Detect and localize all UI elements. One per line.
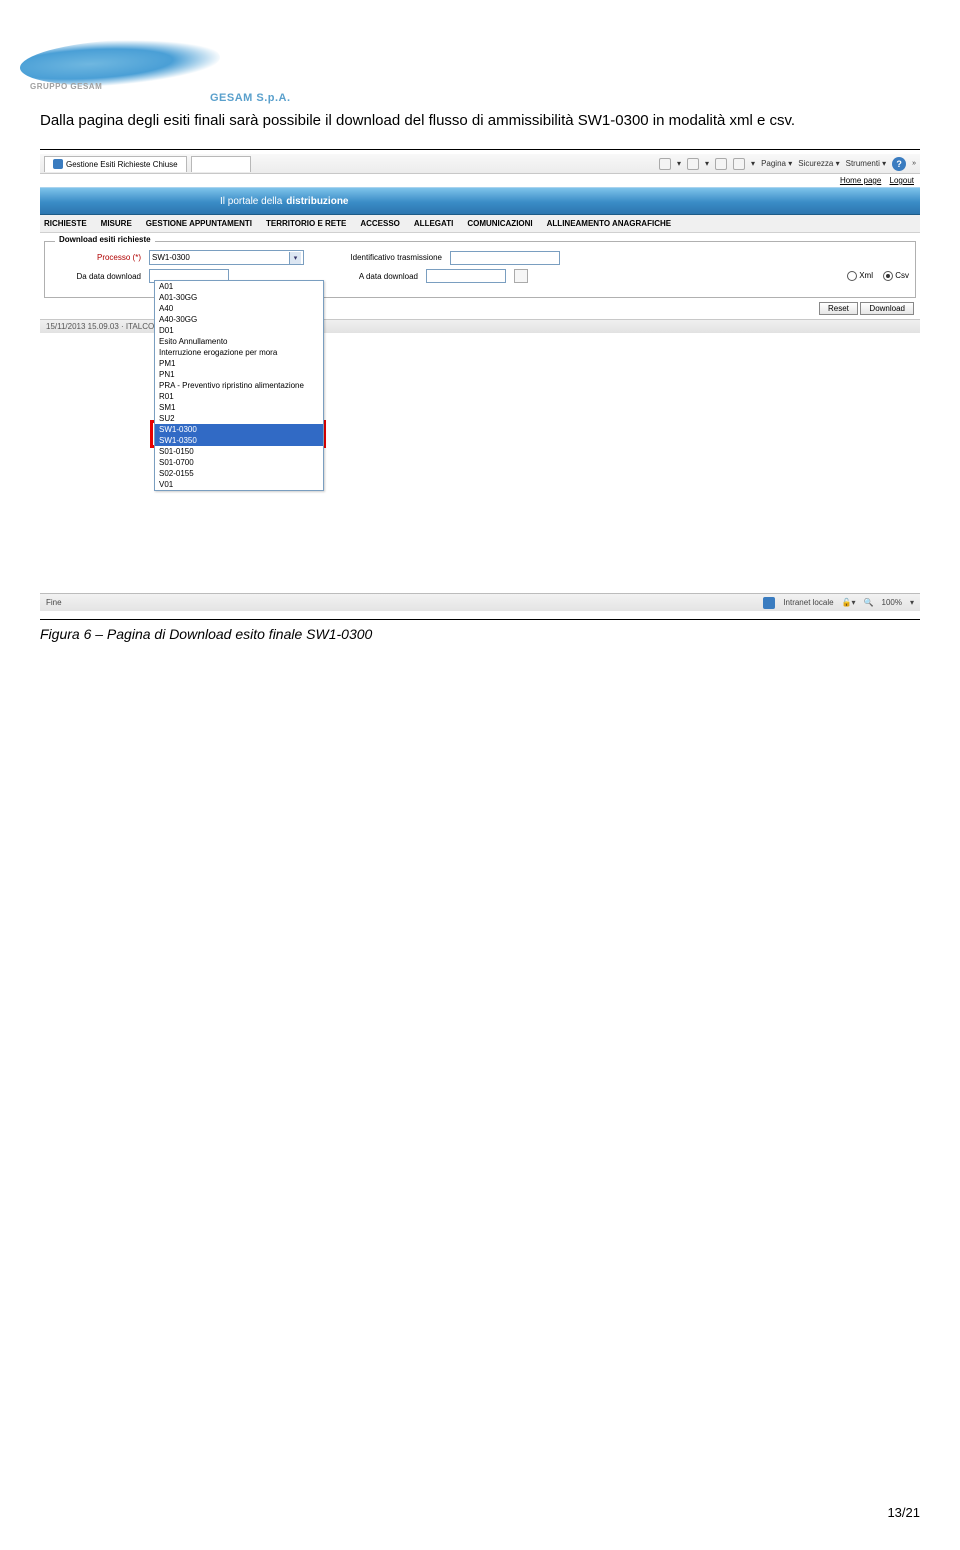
protected-mode-icon: 🔓▾ <box>842 598 856 607</box>
dropdown-option[interactable]: S01-0150 <box>155 446 323 457</box>
a-data-input[interactable] <box>426 269 506 283</box>
ie-command-bar: ▾ ▾ ▾ Pagina ▾ Sicurezza ▾ Strumenti ▾ ?… <box>659 157 916 171</box>
dropdown-caret: ▾ <box>705 159 709 168</box>
dropdown-option[interactable]: SM1 <box>155 402 323 413</box>
menu-item[interactable]: RICHIESTE <box>44 219 87 228</box>
processo-select[interactable]: SW1-0300 ▾ <box>149 250 304 265</box>
menu-item[interactable]: TERRITORIO E RETE <box>266 219 346 228</box>
chevron-right-icon: » <box>912 160 916 167</box>
help-icon[interactable]: ? <box>892 157 906 171</box>
menu-strumenti[interactable]: Strumenti ▾ <box>846 159 886 168</box>
dropdown-option[interactable]: A40 <box>155 303 323 314</box>
ie-status-bar: Fine Intranet locale 🔓▾ 🔍 100% ▾ <box>40 593 920 611</box>
menu-item[interactable]: ALLINEAMENTO ANAGRAFICHE <box>547 219 671 228</box>
dropdown-option[interactable]: SW1-0300 <box>155 424 323 435</box>
main-menu: RICHIESTE MISURE GESTIONE APPUNTAMENTI T… <box>40 215 920 233</box>
dropdown-option[interactable]: PN1 <box>155 369 323 380</box>
dropdown-option[interactable]: V01 <box>155 479 323 490</box>
radio-xml-label: Xml <box>859 271 873 280</box>
portal-banner: Il portale della distribuzione <box>40 187 920 215</box>
dropdown-option[interactable]: PM1 <box>155 358 323 369</box>
dropdown-caret: ▾ <box>751 159 755 168</box>
zone-icon <box>763 597 775 609</box>
favicon-icon <box>53 159 63 169</box>
select-value: SW1-0300 <box>152 253 190 262</box>
menu-item[interactable]: MISURE <box>101 219 132 228</box>
rule-top <box>40 149 920 150</box>
tab-title: Gestione Esiti Richieste Chiuse <box>66 160 178 169</box>
page-number: 13/21 <box>887 1505 920 1520</box>
dropdown-option[interactable]: SW1-0350 <box>155 435 323 446</box>
dropdown-caret: ▾ <box>677 159 681 168</box>
menu-item[interactable]: COMUNICAZIONI <box>467 219 532 228</box>
zoom-icon[interactable]: 🔍 <box>864 598 874 607</box>
label-processo: Processo (*) <box>51 253 141 262</box>
browser-tab[interactable]: Gestione Esiti Richieste Chiuse <box>44 156 187 172</box>
menu-sicurezza[interactable]: Sicurezza ▾ <box>798 159 839 168</box>
brand-label: GRUPPO GESAM <box>30 82 102 91</box>
banner-prefix: Il portale della <box>220 196 282 207</box>
dropdown-option[interactable]: A40-30GG <box>155 314 323 325</box>
menu-item[interactable]: ACCESSO <box>360 219 400 228</box>
dropdown-option[interactable]: Interruzione erogazione per mora <box>155 347 323 358</box>
menu-pagina[interactable]: Pagina ▾ <box>761 159 792 168</box>
id-trasm-input[interactable] <box>450 251 560 265</box>
chevron-down-icon: ▾ <box>289 252 301 264</box>
radio-xml[interactable] <box>847 271 857 281</box>
dropdown-option[interactable]: R01 <box>155 391 323 402</box>
dropdown-caret: ▾ <box>910 598 914 607</box>
dropdown-option[interactable]: A01-30GG <box>155 292 323 303</box>
link-home[interactable]: Home page <box>840 176 881 185</box>
format-radios: Xml Csv <box>847 271 909 281</box>
radio-csv-label: Csv <box>895 271 909 280</box>
brand-spa: GESAM S.p.A. <box>210 92 291 104</box>
dropdown-option[interactable]: S02-0155 <box>155 468 323 479</box>
download-button[interactable]: Download <box>860 302 914 315</box>
rule-bottom <box>40 619 920 620</box>
top-links: Home page Logout <box>40 174 920 187</box>
label-a-data: A data download <box>320 272 418 281</box>
menu-item[interactable]: GESTIONE APPUNTAMENTI <box>146 219 252 228</box>
figure-caption: Figura 6 – Pagina di Download esito fina… <box>40 626 920 642</box>
zoom-value: 100% <box>882 598 902 607</box>
dropdown-option[interactable]: S01-0700 <box>155 457 323 468</box>
dropdown-option[interactable]: SU2 <box>155 413 323 424</box>
browser-tab-empty[interactable] <box>191 156 251 172</box>
processo-dropdown[interactable]: A01A01-30GGA40A40-30GGD01Esito Annullame… <box>154 280 324 491</box>
home-icon[interactable] <box>659 158 671 170</box>
screenshot: Gestione Esiti Richieste Chiuse ▾ ▾ ▾ Pa… <box>40 154 920 611</box>
menu-item[interactable]: ALLEGATI <box>414 219 453 228</box>
intro-paragraph: Dalla pagina degli esiti finali sarà pos… <box>40 110 920 131</box>
download-fieldset: Download esiti richieste Processo (*) SW… <box>44 241 916 298</box>
feeds-icon[interactable] <box>687 158 699 170</box>
status-left: Fine <box>46 598 62 607</box>
doc-header: GRUPPO GESAM GESAM S.p.A. <box>40 30 920 100</box>
calendar-icon[interactable] <box>514 269 528 283</box>
label-da-data: Da data download <box>51 272 141 281</box>
ie-tabbar: Gestione Esiti Richieste Chiuse ▾ ▾ ▾ Pa… <box>40 154 920 174</box>
dropdown-option[interactable]: D01 <box>155 325 323 336</box>
mail-icon[interactable] <box>715 158 727 170</box>
link-logout[interactable]: Logout <box>890 176 914 185</box>
status-text: 15/11/2013 15.09.03 · ITALCO <box>46 322 154 331</box>
radio-csv[interactable] <box>883 271 893 281</box>
security-zone: Intranet locale <box>783 598 833 607</box>
dropdown-option[interactable]: PRA - Preventivo ripristino alimentazion… <box>155 380 323 391</box>
label-id-trasm: Identificativo trasmissione <box>312 253 442 262</box>
dropdown-option[interactable]: Esito Annullamento <box>155 336 323 347</box>
dropdown-option[interactable]: A01 <box>155 281 323 292</box>
reset-button[interactable]: Reset <box>819 302 858 315</box>
fieldset-legend: Download esiti richieste <box>55 235 155 244</box>
banner-bold: distribuzione <box>286 196 348 207</box>
print-icon[interactable] <box>733 158 745 170</box>
